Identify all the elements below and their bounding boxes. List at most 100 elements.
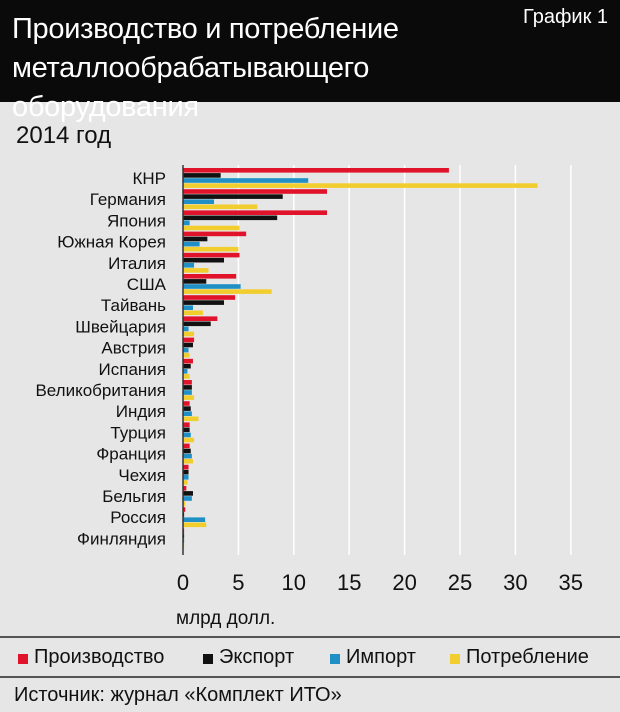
bar-consumption-1 <box>183 204 258 210</box>
category-label: Россия <box>110 508 166 527</box>
bar-import-16 <box>183 517 206 522</box>
category-label: Южная Корея <box>57 233 166 252</box>
category-label: Испания <box>99 360 166 379</box>
bar-import-4 <box>183 263 195 268</box>
bar-export-6 <box>183 300 224 305</box>
bar-production-3 <box>183 231 247 237</box>
bar-production-5 <box>183 274 237 279</box>
legend-swatch-export <box>203 654 213 664</box>
bar-import-0 <box>183 178 309 183</box>
bar-import-10 <box>183 390 192 395</box>
bar-production-2 <box>183 210 328 215</box>
category-label: Германия <box>90 190 166 209</box>
x-tick-label: 5 <box>232 570 244 595</box>
category-label: Бельгия <box>102 487 166 506</box>
legend-label-import: Импорт <box>346 646 416 668</box>
x-tick-label: 30 <box>503 570 527 595</box>
x-axis-label: млрд долл. <box>176 608 275 629</box>
category-label: КНР <box>132 169 166 188</box>
bar-export-2 <box>183 215 278 221</box>
bar-export-8 <box>183 342 193 348</box>
bar-production-10 <box>183 380 192 385</box>
bar-export-15 <box>183 491 193 496</box>
bar-import-1 <box>183 199 215 204</box>
bar-import-5 <box>183 284 241 289</box>
category-label: Австрия <box>101 339 166 358</box>
legend-swatch-consumption <box>450 654 460 664</box>
bar-consumption-7 <box>183 331 195 337</box>
bar-import-7 <box>183 326 189 332</box>
legend-label-production: Производство <box>34 646 165 668</box>
graph-number-label: График 1 <box>522 6 608 28</box>
source-note: Источник: журнал «Комплект ИТО» <box>14 684 342 706</box>
legend-label-export: Экспорт <box>219 646 295 668</box>
bar-production-0 <box>183 168 449 173</box>
x-tick-label: 10 <box>282 570 306 595</box>
bar-import-15 <box>183 496 192 501</box>
chart-title: Производство и потребление металлообраба… <box>12 10 532 127</box>
bar-import-3 <box>183 241 200 247</box>
bar-import-9 <box>183 369 188 374</box>
bar-consumption-9 <box>183 374 190 379</box>
bar-consumption-3 <box>183 246 239 252</box>
category-label: Великобритания <box>35 381 166 400</box>
bar-import-13 <box>183 453 192 459</box>
bar-production-14 <box>183 464 189 470</box>
bar-consumption-10 <box>183 395 195 400</box>
chart-header: Производство и потребление металлообраба… <box>0 0 620 123</box>
bar-export-10 <box>183 385 192 390</box>
category-label: Швейцария <box>75 317 166 336</box>
category-label: Финляндия <box>77 529 166 548</box>
bar-consumption-12 <box>183 437 195 443</box>
chart-title-line2: металлообрабатывающего оборудования <box>12 52 370 123</box>
bar-production-12 <box>183 422 190 427</box>
bar-consumption-13 <box>183 458 193 464</box>
bar-consumption-0 <box>183 183 538 188</box>
x-tick-label: 35 <box>559 570 583 595</box>
bar-import-12 <box>183 432 191 438</box>
category-label: Япония <box>107 211 166 230</box>
bar-production-8 <box>183 337 195 343</box>
bar-export-0 <box>183 173 221 178</box>
category-label: Тайвань <box>101 296 166 315</box>
legend-swatch-production <box>18 654 28 664</box>
category-label: Франция <box>96 445 166 464</box>
chart-subtitle-year: 2014 год <box>16 122 112 149</box>
bar-export-3 <box>183 236 208 242</box>
bar-consumption-4 <box>183 268 209 273</box>
category-label: Италия <box>108 254 166 273</box>
bar-production-9 <box>183 358 193 364</box>
bar-export-4 <box>183 257 224 263</box>
bar-production-1 <box>183 189 328 194</box>
legend-top-divider <box>0 636 620 638</box>
bar-consumption-6 <box>183 310 203 316</box>
category-label: США <box>127 275 167 294</box>
bar-consumption-2 <box>183 225 240 231</box>
bar-consumption-15 <box>183 501 186 506</box>
bar-export-12 <box>183 427 190 433</box>
bar-production-6 <box>183 295 236 300</box>
bar-consumption-11 <box>183 416 199 422</box>
x-tick-label: 25 <box>448 570 472 595</box>
bar-production-4 <box>183 252 240 258</box>
x-tick-label: 15 <box>337 570 361 595</box>
bar-import-2 <box>183 220 190 226</box>
bar-production-13 <box>183 443 190 449</box>
bar-production-7 <box>183 316 218 321</box>
bar-export-1 <box>183 194 283 199</box>
bar-export-7 <box>183 321 211 327</box>
bar-production-16 <box>183 507 186 512</box>
bar-consumption-8 <box>183 352 190 358</box>
category-label: Чехия <box>118 466 166 485</box>
bar-consumption-16 <box>183 522 207 528</box>
source-top-divider <box>0 676 620 678</box>
bar-import-14 <box>183 475 189 480</box>
bar-export-13 <box>183 448 191 454</box>
chart-legend: Производство Экспорт Импорт Потребление <box>0 636 620 676</box>
bar-consumption-5 <box>183 289 272 294</box>
bar-chart: КНР Германия Япония Южная Корея Италия США Тай… <box>35 165 583 629</box>
bar-production-15 <box>183 486 187 491</box>
legend-label-consumption: Потребление <box>466 646 589 668</box>
bar-export-9 <box>183 363 191 369</box>
